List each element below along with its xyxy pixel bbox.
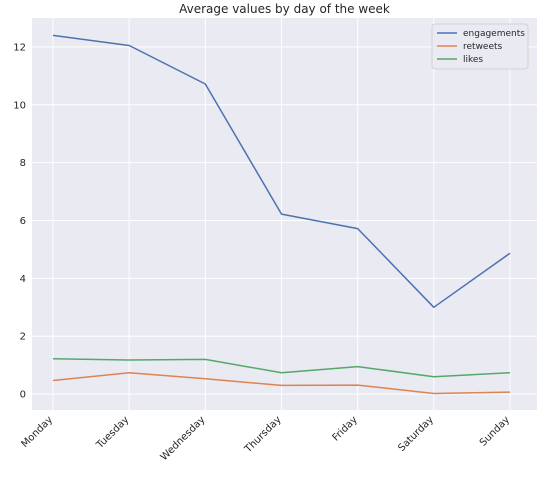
y-axis-ticks: 0 2 4 6 8 10 12 — [13, 42, 26, 400]
y-tick-label: 2 — [20, 332, 26, 343]
x-tick-label: Friday — [331, 414, 360, 443]
chart-title: Average values by day of the week — [179, 2, 390, 16]
series-lines — [52, 34, 511, 395]
legend-label: likes — [463, 55, 483, 65]
y-tick-label: 6 — [20, 216, 26, 227]
x-tick-label: Saturday — [396, 414, 436, 454]
y-tick-label: 10 — [13, 100, 26, 111]
x-tick-label: Tuesday — [94, 414, 131, 451]
y-tick-label: 12 — [13, 42, 26, 53]
legend-label: engagements — [463, 29, 525, 39]
x-tick-label: Sunday — [478, 414, 512, 448]
y-tick-label: 0 — [20, 390, 26, 401]
x-tick-label: Wednesday — [159, 414, 208, 463]
x-tick-label: Thursday — [242, 414, 283, 455]
x-axis-ticks: Monday Tuesday Wednesday Thursday Friday Satu… — [19, 414, 512, 463]
legend-box — [431, 23, 529, 70]
x-tick-label: Monday — [19, 414, 55, 450]
legend: engagements retweets likes — [431, 23, 529, 70]
y-tick-label: 4 — [20, 274, 26, 285]
legend-label: retweets — [463, 42, 503, 52]
y-tick-label: 8 — [20, 158, 26, 169]
